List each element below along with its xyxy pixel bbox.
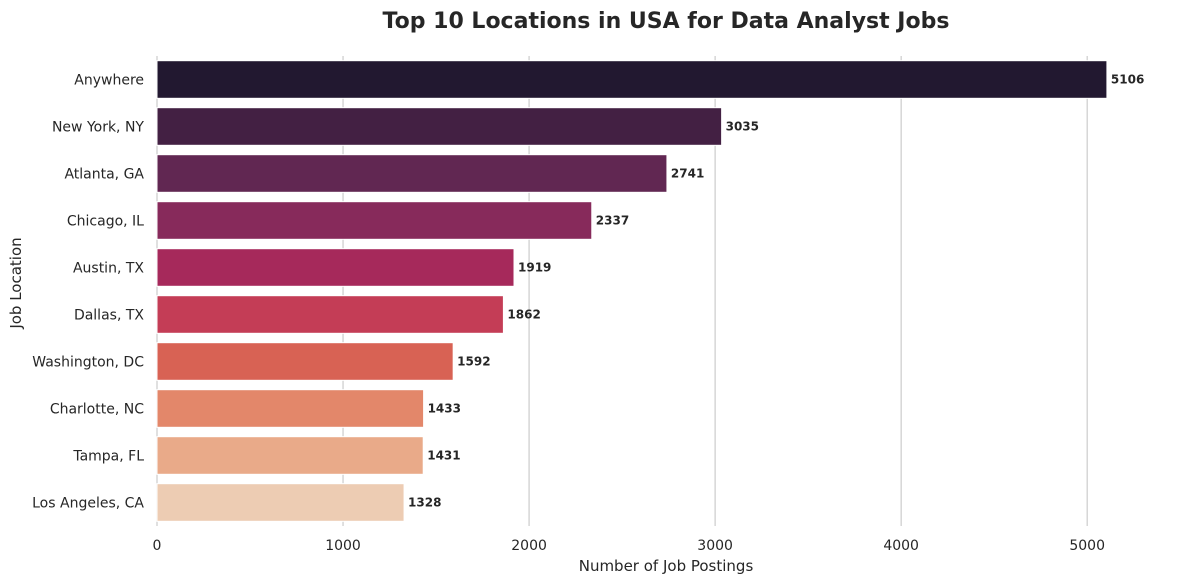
y-tick-label: Anywhere xyxy=(74,73,144,89)
data-label: 1862 xyxy=(507,308,540,322)
x-tick-label: 5000 xyxy=(1069,538,1105,554)
data-label: 1431 xyxy=(427,449,460,463)
y-tick-label: Atlanta, GA xyxy=(64,167,144,183)
x-tick-label: 2000 xyxy=(511,538,547,554)
data-label: 1919 xyxy=(518,261,551,275)
bar xyxy=(156,60,1108,99)
y-tick-label: Los Angeles, CA xyxy=(32,496,144,512)
x-axis-label: Number of Job Postings xyxy=(579,557,754,575)
y-tick-label: Tampa, FL xyxy=(72,449,144,465)
bar xyxy=(156,389,425,428)
bar xyxy=(156,436,424,475)
data-label: 1433 xyxy=(428,402,461,416)
data-label: 2337 xyxy=(596,214,629,228)
bar xyxy=(156,201,593,240)
data-label: 1592 xyxy=(457,355,490,369)
bar xyxy=(156,342,454,381)
data-labels: 5106 3035 2741 2337 1919 1862 1592 1433 1431 1328 xyxy=(408,73,1144,510)
y-tick-labels: Anywhere New York, NY Atlanta, GA Chicago, … xyxy=(32,73,144,512)
x-tick-label: 3000 xyxy=(697,538,733,554)
bar xyxy=(156,248,515,287)
bars xyxy=(156,60,1108,522)
y-tick-label: Chicago, IL xyxy=(67,214,144,230)
data-label: 5106 xyxy=(1111,73,1144,87)
bar xyxy=(156,295,504,334)
y-tick-label: Charlotte, NC xyxy=(50,402,144,418)
bar xyxy=(156,483,405,522)
y-tick-label: Austin, TX xyxy=(73,261,144,277)
bar xyxy=(156,107,723,146)
bar xyxy=(156,154,668,193)
y-tick-label: Dallas, TX xyxy=(74,308,144,324)
x-tick-label: 4000 xyxy=(883,538,919,554)
y-axis-label: Job Location xyxy=(7,237,25,329)
data-label: 2741 xyxy=(671,167,704,181)
data-label: 3035 xyxy=(726,120,759,134)
data-label: 1328 xyxy=(408,496,441,510)
chart-title: Top 10 Locations in USA for Data Analyst… xyxy=(383,9,950,34)
x-tick-labels: 0 1000 2000 3000 4000 5000 xyxy=(153,538,1105,554)
x-tick-label: 1000 xyxy=(325,538,361,554)
y-tick-label: New York, NY xyxy=(52,120,144,136)
x-tick-label: 0 xyxy=(153,538,162,554)
y-tick-label: Washington, DC xyxy=(32,355,144,371)
